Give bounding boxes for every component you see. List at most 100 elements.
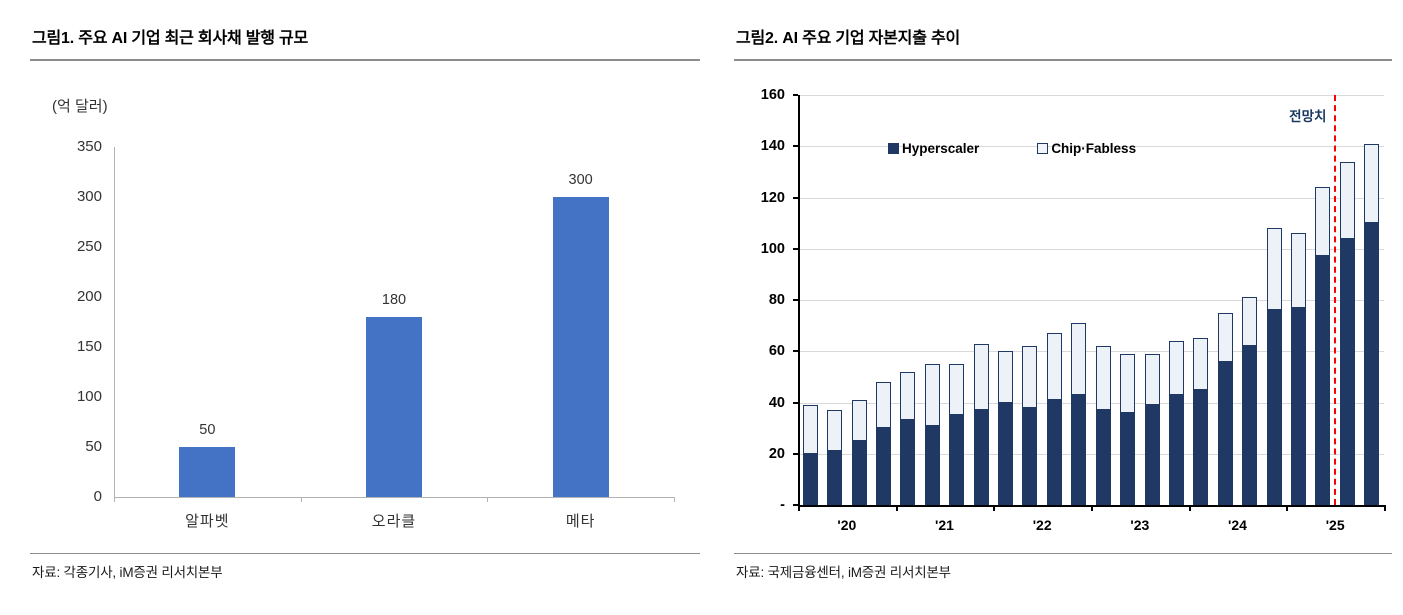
y-axis-tick bbox=[793, 401, 798, 404]
y-tick-label: 350 bbox=[76, 138, 102, 155]
y-tick-label: 200 bbox=[76, 288, 102, 305]
y-tick-label: 150 bbox=[76, 338, 102, 355]
stacked-bar-hyperscaler bbox=[1291, 307, 1307, 505]
stacked-bar-chipfabless bbox=[924, 364, 940, 426]
legend-label: Chip·Fabless bbox=[1051, 141, 1137, 156]
y-axis-tick bbox=[793, 504, 798, 506]
figure1-bar-chart: (억 달러) 0 50 100 150 200 250 300 350 50 알파벳 180 오라클 30… bbox=[30, 61, 700, 553]
stacked-bar-hyperscaler bbox=[1217, 361, 1233, 505]
stacked-bar-hyperscaler bbox=[827, 451, 843, 505]
y-tick-label: 140 bbox=[760, 138, 785, 155]
x-axis-tick bbox=[487, 497, 489, 502]
x-axis-tick bbox=[114, 497, 115, 502]
stacked-bar-chipfabless bbox=[1364, 143, 1380, 224]
stacked-bar-chipfabless bbox=[1193, 338, 1209, 390]
figure1-source: 자료: 각종기사, iM증권 리서치본부 bbox=[30, 553, 700, 581]
stacked-bar-chipfabless bbox=[1046, 333, 1062, 400]
legend: Hyperscaler Chip·Fabless bbox=[888, 141, 1136, 156]
y-axis-line bbox=[798, 95, 800, 505]
x-axis-tick bbox=[1384, 505, 1386, 511]
x-year-label: '20 bbox=[837, 517, 857, 533]
stacked-bar-chipfabless bbox=[802, 405, 818, 454]
stacked-bar-hyperscaler bbox=[1364, 223, 1380, 505]
y-tick-label: 50 bbox=[85, 438, 102, 455]
stacked-bar-chipfabless bbox=[875, 382, 891, 429]
gridline bbox=[798, 351, 1384, 353]
stacked-bar-hyperscaler bbox=[1120, 412, 1136, 505]
stacked-bar-chipfabless bbox=[998, 351, 1014, 403]
stacked-bar-hyperscaler bbox=[802, 453, 818, 505]
x-axis-tick bbox=[1091, 505, 1093, 511]
bar-오라클 bbox=[366, 317, 422, 497]
stacked-bar-chipfabless bbox=[1095, 346, 1111, 411]
bar-메타 bbox=[552, 197, 609, 497]
y-tick-label: 60 bbox=[768, 343, 785, 360]
y-axis-tick bbox=[793, 299, 798, 301]
x-axis-tick bbox=[1286, 505, 1289, 511]
stacked-bar-hyperscaler bbox=[949, 415, 965, 505]
gridline bbox=[798, 402, 1384, 404]
x-axis-tick bbox=[1188, 505, 1191, 511]
stacked-bar-hyperscaler bbox=[973, 410, 989, 505]
stacked-bar-chipfabless bbox=[827, 410, 843, 452]
stacked-bar-chipfabless bbox=[1291, 233, 1307, 308]
figure2-source: 자료: 국제금융센터, iM증권 리서치본부 bbox=[734, 553, 1392, 581]
figure2-stacked-bar-chart: - 20 40 60 80 100 120 140 160 '20 '21 '22 '23 '24 '25 H… bbox=[734, 61, 1392, 553]
gridline bbox=[798, 146, 1384, 148]
y-axis-tick bbox=[793, 350, 798, 353]
x-axis-line bbox=[114, 497, 674, 498]
stacked-bar-hyperscaler bbox=[1071, 394, 1087, 505]
legend-item-chipfabless: Chip·Fabless bbox=[1037, 141, 1136, 156]
x-axis-tick bbox=[674, 497, 675, 502]
stacked-bar-hyperscaler bbox=[1144, 405, 1160, 505]
stacked-bar-chipfabless bbox=[1242, 297, 1258, 347]
x-axis-tick bbox=[895, 505, 898, 511]
x-year-label: '23 bbox=[1130, 517, 1150, 533]
x-axis-tick bbox=[300, 497, 302, 502]
figure2-title: 그림2. AI 주요 기업 자본지출 추이 bbox=[734, 20, 1392, 61]
y-axis-tick bbox=[793, 94, 798, 96]
stacked-bar-hyperscaler bbox=[875, 428, 891, 505]
x-axis-tick bbox=[798, 505, 800, 511]
bar-value-label: 50 bbox=[199, 422, 216, 438]
stacked-bar-hyperscaler bbox=[1168, 394, 1184, 505]
stacked-bar-hyperscaler bbox=[1339, 238, 1355, 505]
report-figures-page: 그림1. 주요 AI 기업 최근 회사채 발행 규모 (억 달러) 0 50 100 1… bbox=[30, 20, 1392, 581]
y-axis-tick bbox=[793, 196, 798, 199]
y-tick-label: 80 bbox=[768, 292, 785, 308]
y-tick-label: 300 bbox=[76, 188, 102, 205]
legend-label: Hyperscaler bbox=[902, 141, 980, 156]
stacked-bar-chipfabless bbox=[1217, 312, 1233, 362]
x-year-label: '21 bbox=[935, 517, 954, 533]
stacked-bar-chipfabless bbox=[949, 364, 965, 416]
stacked-bar-chipfabless bbox=[1339, 161, 1355, 239]
y-tick-label: 0 bbox=[93, 488, 102, 505]
gridline bbox=[798, 300, 1384, 301]
y-tick-label: 250 bbox=[76, 238, 102, 255]
stacked-bar-chipfabless bbox=[1168, 341, 1184, 395]
x-year-label: '22 bbox=[1032, 517, 1052, 533]
gridline bbox=[798, 453, 1384, 455]
stacked-bar-chipfabless bbox=[1144, 353, 1160, 406]
y-tick-label: 40 bbox=[768, 394, 785, 411]
stacked-bar-hyperscaler bbox=[900, 420, 916, 505]
figure-2: 그림2. AI 주요 기업 자본지출 추이 - 20 40 60 80 100 120 140… bbox=[734, 20, 1392, 581]
legend-item-hyperscaler: Hyperscaler bbox=[888, 141, 979, 156]
bar-value-label: 300 bbox=[568, 172, 593, 188]
gridline bbox=[798, 95, 1384, 96]
chipfabless-swatch-icon bbox=[1037, 143, 1049, 154]
y-tick-label: 20 bbox=[768, 445, 785, 462]
figure-1: 그림1. 주요 AI 기업 최근 회사채 발행 규모 (억 달러) 0 50 100 1… bbox=[30, 20, 700, 581]
stacked-bar-hyperscaler bbox=[1046, 399, 1062, 505]
y-axis-unit-label: (억 달러) bbox=[52, 98, 108, 115]
hyperscaler-swatch-icon bbox=[888, 143, 899, 154]
x-category-label: 알파벳 bbox=[185, 513, 230, 530]
stacked-bar-hyperscaler bbox=[1095, 410, 1111, 505]
y-axis-tick bbox=[793, 247, 798, 250]
stacked-bar-hyperscaler bbox=[924, 425, 940, 505]
y-axis-tick bbox=[793, 145, 798, 148]
stacked-bar-hyperscaler bbox=[1266, 310, 1282, 505]
x-axis-tick bbox=[993, 505, 996, 511]
y-tick-label: 160 bbox=[760, 87, 785, 103]
stacked-bar-chipfabless bbox=[1315, 187, 1331, 257]
